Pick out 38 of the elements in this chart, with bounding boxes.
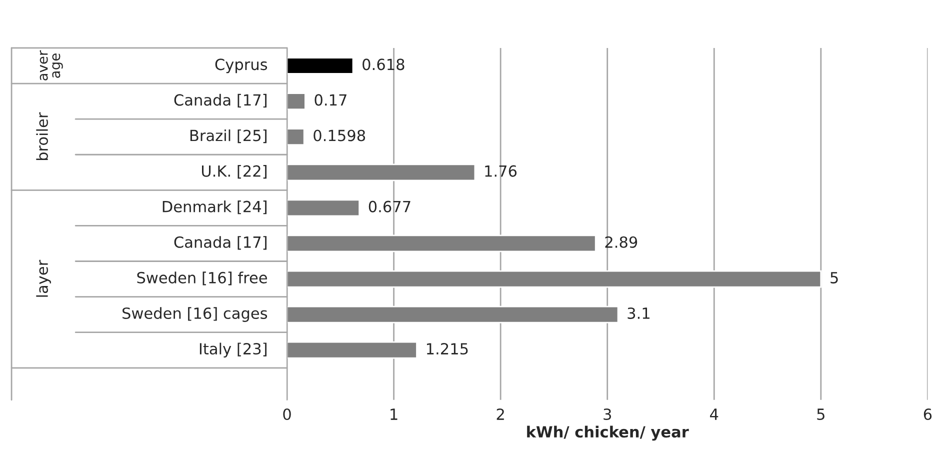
data-label: 0.17	[314, 94, 346, 106]
bar	[287, 306, 619, 324]
y-tick-label: Cyprus	[215, 58, 268, 74]
data-label: 2.89	[605, 236, 638, 248]
x-tick-label: 5	[817, 408, 824, 420]
bar	[287, 57, 354, 74]
x-tick-label: 0	[283, 408, 291, 420]
data-label: 5	[830, 272, 838, 284]
x-tick-label: 4	[710, 408, 718, 420]
y-tick-label: Canada [17]	[174, 236, 266, 250]
x-tick-label: 6	[924, 408, 932, 420]
bar	[287, 92, 306, 110]
bar	[287, 199, 360, 217]
data-label: 1.215	[426, 342, 468, 355]
x-axis-title: kWh/ chicken/ year	[527, 426, 689, 441]
y-tick-label: Sweden [16] free	[137, 272, 267, 286]
x-tick-label: 1	[390, 408, 398, 420]
y-tick-label: U.K. [22]	[202, 165, 266, 179]
data-label: 0.677	[368, 200, 410, 212]
text: broiler	[36, 112, 48, 160]
bar	[287, 234, 596, 252]
x-tick-label: 2	[496, 408, 504, 420]
text: layer	[36, 260, 51, 297]
data-label: 3.1	[628, 307, 650, 319]
bar	[287, 341, 418, 359]
y-tick-label: Italy [23]	[200, 342, 266, 358]
x-tick-label: 3	[604, 408, 611, 420]
data-label: 0.1598	[314, 130, 366, 142]
y-tick-label: Sweden [16] cages	[122, 307, 268, 322]
bar	[287, 128, 305, 146]
y-tick-label: Brazil [25]	[190, 129, 266, 144]
data-label: 1.76	[485, 165, 517, 177]
y-tick-label: Denmark [24]	[162, 200, 266, 214]
bar	[287, 164, 476, 182]
data-label: 0.618	[362, 58, 404, 70]
y-tick-label: Canada [17]	[174, 94, 266, 108]
bar	[287, 270, 822, 288]
text: aver age	[40, 50, 63, 80]
